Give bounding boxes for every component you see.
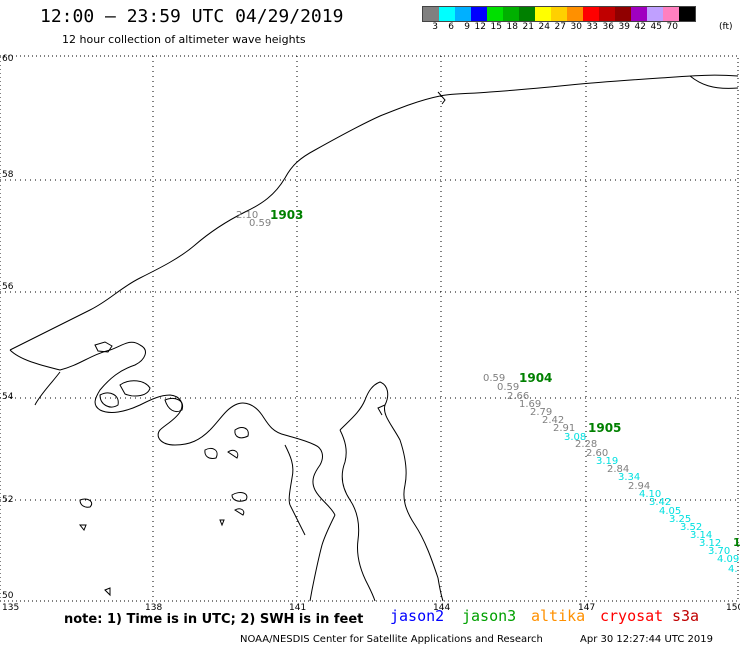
wave-height-value: 2.79 (530, 407, 552, 418)
wave-height-value: 2.42 (542, 415, 564, 426)
wave-height-value: 1.69 (519, 399, 541, 410)
color-legend (422, 6, 696, 22)
wave-height-value: 2.91 (553, 423, 575, 434)
legend-bin-label: 70 (666, 22, 678, 32)
wave-height-value: 3.14 (690, 530, 712, 541)
pass-time-label: 1905 (588, 421, 621, 435)
credit-line: NOAA/NESDIS Center for Satellite Applica… (240, 634, 543, 645)
legend-bin-label: 39 (618, 22, 630, 32)
legend-swatch (615, 7, 631, 21)
wave-height-value: 3.52 (680, 522, 702, 533)
coastline (9, 74, 739, 602)
longitude-label: 150 (726, 603, 740, 613)
graticule (0, 56, 738, 601)
wave-height-value: 4.05 (659, 506, 681, 517)
wave-height-value: 3.25 (669, 514, 691, 525)
satellite-name: cryosat (600, 607, 664, 625)
wave-height-value: 3.12 (699, 538, 721, 549)
legend-swatch (599, 7, 615, 21)
footer-note: note: 1) Time is in UTC; 2) SWH is in fe… (64, 612, 364, 627)
legend-bin-label: 15 (490, 22, 502, 32)
pass-time-label: 1903 (270, 208, 303, 222)
map-subtitle: 12 hour collection of altimeter wave hei… (62, 33, 306, 46)
longitude-labels: 135 138 141 144 147 150 (2, 603, 740, 613)
latitude-label: 50 (2, 591, 14, 601)
legend-swatch (423, 7, 439, 21)
legend-bin-label: 33 (586, 22, 598, 32)
legend-swatch (551, 7, 567, 21)
wave-height-value: 3.08 (564, 432, 586, 443)
map-frame (0, 55, 739, 602)
wave-height-value: 4. (728, 564, 738, 575)
legend-swatch (519, 7, 535, 21)
wave-height-value: 2.60 (586, 448, 608, 459)
wave-height-value: 3.34 (618, 472, 640, 483)
legend-bin-label: 24 (538, 22, 550, 32)
legend-bin-label: 36 (602, 22, 614, 32)
legend-swatch (647, 7, 663, 21)
legend-bin-label: 21 (522, 22, 534, 32)
longitude-label: 147 (578, 603, 595, 613)
wave-height-value: 4.09 (717, 554, 739, 565)
pass-time-label: 1904 (519, 371, 552, 385)
map-title: 12:00 — 23:59 UTC 04/29/2019 (40, 6, 344, 27)
legend-unit: (ft) (719, 22, 733, 32)
satellite-name: altika (531, 607, 586, 625)
longitude-label: 144 (433, 603, 450, 613)
wave-height-value: 2.28 (575, 439, 597, 450)
wave-height-value: 4.10 (639, 489, 661, 500)
legend-swatch (631, 7, 647, 21)
generation-timestamp: Apr 30 12:27:44 UTC 2019 (580, 634, 713, 645)
latitude-label: 54 (2, 392, 14, 402)
wave-height-value: 3.42 (649, 497, 671, 508)
satellite-name: jason3 (462, 607, 517, 625)
legend-bin-label: 30 (570, 22, 582, 32)
wave-height-value: 0.59 (497, 382, 519, 393)
pass-time-labels: 1903 1904 1905 (270, 208, 621, 435)
legend-bin-label: 12 (474, 22, 486, 32)
latitude-label: 52 (2, 495, 13, 505)
legend-swatch (583, 7, 599, 21)
legend-swatch (679, 7, 695, 21)
altimeter-track-values: 2.100.590.590.592.661.692.792.422.913.08… (236, 210, 740, 575)
pass-time-label-partial: 1 (733, 536, 740, 549)
wave-height-value: 2.84 (607, 464, 629, 475)
longitude-label: 135 (2, 603, 19, 613)
legend-swatch (567, 7, 583, 21)
latitude-label: 60 (2, 54, 14, 64)
wave-height-value: 0.59 (483, 373, 505, 384)
satellite-name: jason2 (390, 607, 445, 625)
wave-height-value: 2.66 (507, 391, 529, 402)
wave-height-value: 0.59 (249, 218, 271, 229)
legend-bin-label: 27 (554, 22, 566, 32)
legend-bin-label: 18 (506, 22, 518, 32)
wave-height-value: 3.19 (596, 456, 618, 467)
legend-swatch (439, 7, 455, 21)
legend-bin-label: 9 (464, 22, 470, 32)
legend-swatch (471, 7, 487, 21)
satellite-name: s3a (672, 607, 700, 625)
legend-swatch (535, 7, 551, 21)
legend-swatch (455, 7, 471, 21)
latitude-label: 58 (2, 170, 14, 180)
wave-height-value: 2.10 (236, 210, 258, 221)
legend-swatch (487, 7, 503, 21)
legend-swatch (503, 7, 519, 21)
latitude-labels: 60 58 56 54 52 50 (2, 54, 14, 601)
legend-bin-label: 42 (634, 22, 646, 32)
legend-bin-label: 45 (650, 22, 662, 32)
legend-swatch (663, 7, 679, 21)
legend-labels: 3 6 9 12 15 18 21 24 27 30 33 36 39 42 45 70 (422, 22, 694, 32)
wave-height-value: 3.70 (708, 546, 730, 557)
legend-bin-label: 3 (432, 22, 438, 32)
wave-height-value: 2.94 (628, 481, 650, 492)
latitude-label: 56 (2, 282, 14, 292)
legend-bin-label: 6 (448, 22, 454, 32)
longitude-label: 141 (289, 603, 306, 613)
longitude-label: 138 (145, 603, 162, 613)
